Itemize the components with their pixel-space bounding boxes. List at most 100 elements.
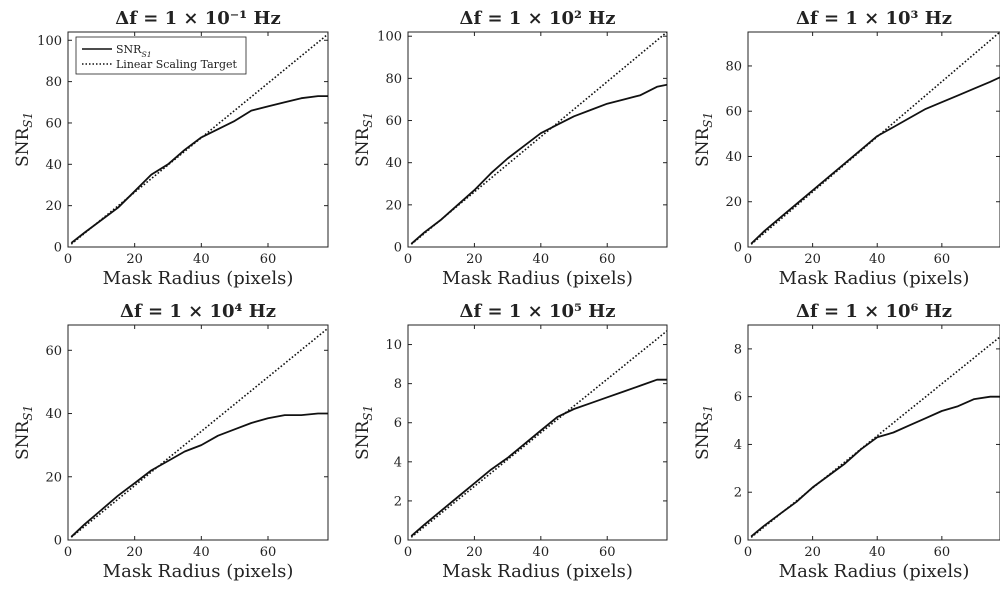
x-tick-label: 60: [260, 252, 277, 267]
panel-2: 0 20 40 60 0 20 40 60 80 100 Δf = 1 × 10² Hz Mask R…: [353, 8, 668, 289]
x-axis-label: Mask Radius (pixels): [442, 561, 633, 582]
y-tick-label: 4: [394, 455, 402, 470]
x-tick-label: 20: [804, 252, 821, 267]
x-tick-label: 0: [404, 252, 412, 267]
legend-box: [75, 36, 247, 75]
linear-target-line: [410, 32, 667, 245]
y-tick-label: 20: [45, 199, 62, 214]
y-tick-label: 6: [394, 416, 402, 431]
axes-box: [407, 324, 668, 541]
x-tick-label: 40: [193, 252, 210, 267]
y-tick-label: 0: [54, 534, 62, 549]
y-tick-label: 40: [45, 158, 62, 173]
y-axis-label: SNRS1: [353, 112, 375, 167]
y-tick-label: 80: [45, 75, 62, 90]
y-tick-label: 100: [377, 30, 402, 45]
panel-title: Δf = 1 × 10⁴ Hz: [120, 301, 276, 322]
y-tick-label: 0: [734, 241, 742, 256]
x-tick-label: 0: [744, 252, 752, 267]
y-axis-label: SNRS1: [693, 405, 715, 460]
y-tick-label: 80: [725, 59, 742, 74]
x-tick-label: 40: [869, 252, 886, 267]
y-axis-label: SNRS1: [13, 405, 35, 460]
x-tick-label: 40: [193, 545, 210, 560]
x-tick-label: 60: [260, 545, 277, 560]
axes-box: [67, 324, 329, 541]
y-tick-label: 4: [734, 438, 742, 453]
panel-title: Δf = 1 × 10⁶ Hz: [796, 301, 952, 322]
panel-title: Δf = 1 × 10³ Hz: [796, 8, 952, 29]
y-tick-label: 40: [385, 156, 402, 171]
y-tick-label: 80: [385, 72, 402, 87]
linear-target-line: [70, 327, 328, 538]
x-tick-label: 20: [126, 545, 143, 560]
y-tick-label: 60: [45, 116, 62, 131]
panel-title: Δf = 1 × 10⁵ Hz: [460, 301, 616, 322]
y-tick-label: 6: [734, 390, 742, 405]
x-tick-label: 0: [744, 545, 752, 560]
axes-box: [407, 31, 668, 248]
y-tick-label: 2: [394, 494, 402, 509]
y-tick-label: 0: [734, 534, 742, 549]
snr-line: [70, 412, 328, 538]
x-axis-label: Mask Radius (pixels): [779, 561, 970, 582]
y-tick-label: 0: [394, 241, 402, 256]
x-tick-label: 40: [533, 545, 550, 560]
y-tick-label: 20: [725, 195, 742, 210]
snr-line: [410, 83, 667, 245]
y-tick-label: 2: [734, 486, 742, 501]
x-tick-label: 40: [869, 545, 886, 560]
y-tick-label: 10: [385, 338, 402, 353]
y-axis-label: SNRS1: [353, 405, 375, 460]
legend-entry: SNRS1: [116, 43, 152, 59]
axes-box: [747, 324, 1000, 541]
y-tick-label: 60: [45, 344, 62, 359]
x-tick-label: 60: [599, 252, 616, 267]
snr-line: [410, 378, 667, 537]
x-axis-label: Mask Radius (pixels): [103, 268, 294, 289]
x-tick-label: 0: [64, 545, 72, 560]
x-tick-label: 60: [599, 545, 616, 560]
linear-target-line: [750, 336, 1000, 539]
x-tick-label: 40: [533, 252, 550, 267]
panel-3: 0 20 40 60 0 20 40 60 80 Δf = 1 × 10³ Hz Mask Radi…: [693, 8, 1000, 289]
y-tick-label: 100: [37, 34, 62, 49]
y-axis-label: SNRS1: [13, 112, 35, 167]
x-tick-label: 20: [126, 252, 143, 267]
x-axis-label: Mask Radius (pixels): [779, 268, 970, 289]
y-tick-label: 0: [394, 534, 402, 549]
axes-box: [67, 31, 329, 248]
x-tick-label: 60: [934, 252, 951, 267]
x-axis-label: Mask Radius (pixels): [103, 561, 294, 582]
y-tick-label: 8: [394, 377, 402, 392]
panel-1: 0 20 40 60 0 20 40 60 80 100 Δf = 1 × 10⁻¹ Hz Mask …: [13, 8, 329, 289]
linear-target-line: [410, 330, 667, 538]
panel-title: Δf = 1 × 10² Hz: [460, 8, 616, 29]
x-tick-label: 60: [934, 545, 951, 560]
legend-entry: Linear Scaling Target: [116, 58, 237, 71]
y-tick-label: 20: [45, 470, 62, 485]
x-tick-label: 20: [466, 545, 483, 560]
linear-target-line: [70, 33, 328, 245]
x-tick-label: 0: [64, 252, 72, 267]
panel-4: 0 20 40 60 0 20 40 60 Δf = 1 × 10⁴ Hz Mask Radius…: [13, 301, 329, 582]
linear-target-line: [750, 32, 1000, 245]
x-tick-label: 20: [466, 252, 483, 267]
snr-line: [750, 395, 1000, 538]
y-tick-label: 40: [725, 150, 742, 165]
snr-line: [70, 95, 328, 244]
panel-title: Δf = 1 × 10⁻¹ Hz: [115, 8, 280, 29]
x-axis-label: Mask Radius (pixels): [442, 268, 633, 289]
y-tick-label: 40: [45, 407, 62, 422]
y-tick-label: 60: [725, 105, 742, 120]
y-tick-label: 0: [54, 241, 62, 256]
y-tick-label: 60: [385, 114, 402, 129]
y-tick-label: 20: [385, 198, 402, 213]
x-tick-label: 0: [404, 545, 412, 560]
y-tick-label: 8: [734, 342, 742, 357]
panel-6: 0 20 40 60 0 2 4 6 8 Δf = 1 × 10⁶ Hz Mask Radius (…: [693, 301, 1000, 582]
axes-box: [747, 31, 1000, 248]
snr-line: [750, 76, 1000, 245]
